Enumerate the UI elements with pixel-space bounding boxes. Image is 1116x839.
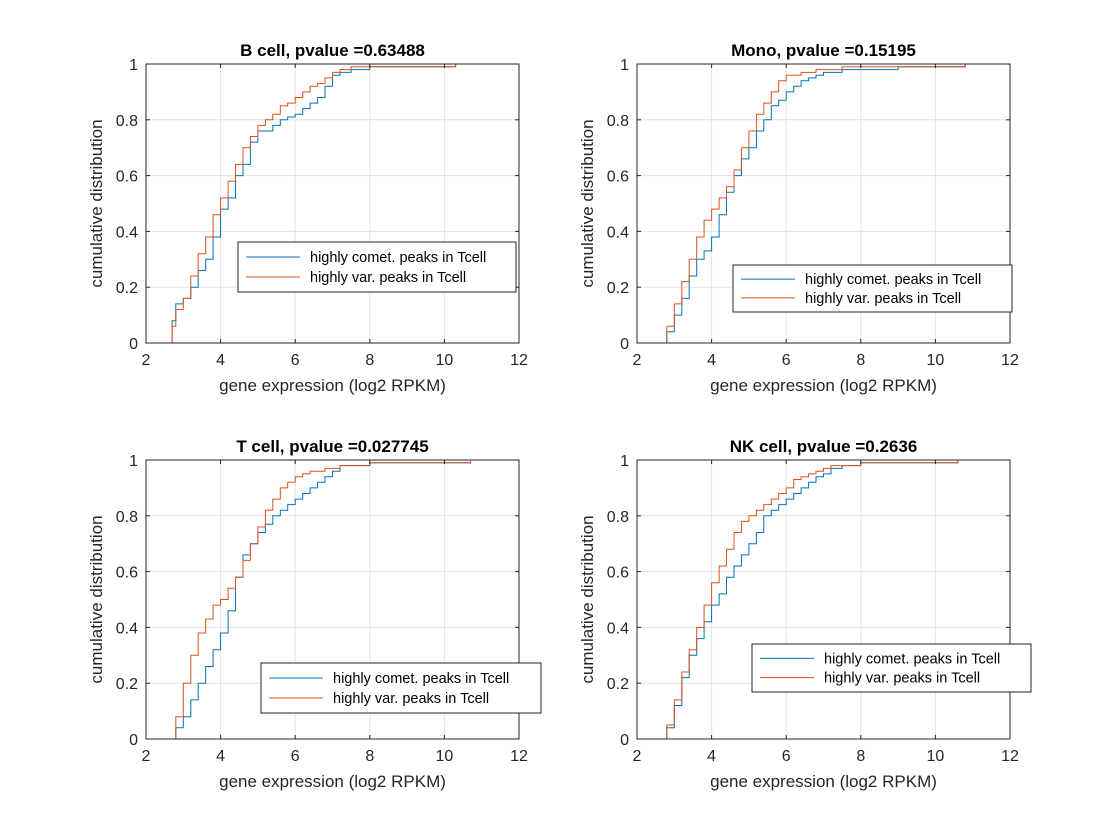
axes-box (636, 63, 1011, 344)
x-tick-label: 12 (510, 748, 528, 765)
x-tick-label: 10 (436, 352, 454, 369)
y-tick-label: 1 (129, 57, 138, 74)
y-tick-label: 0 (129, 732, 138, 749)
y-tick-label: 0.8 (607, 509, 629, 526)
legend-box (237, 241, 517, 293)
y-tick-label: 0.6 (607, 565, 629, 582)
legend-label: highly comet. peaks in Tcell (333, 671, 509, 687)
chart-title: NK cell, pvalue =0.2636 (730, 437, 918, 456)
series-line-comet-peaks (169, 64, 457, 344)
x-tick-label: 6 (291, 748, 300, 765)
y-tick-label: 1 (129, 453, 138, 470)
x-tick-label: 12 (510, 352, 528, 369)
series-line-var-peaks (169, 64, 457, 344)
x-tick-label: 10 (927, 748, 945, 765)
y-axis-label: cumulative distribution (87, 119, 106, 287)
x-tick-label: 10 (436, 748, 454, 765)
y-tick-label: 0.4 (607, 620, 629, 637)
y-tick-label: 0 (129, 336, 138, 353)
legend-label: highly var. peaks in Tcell (824, 671, 980, 687)
legend-label: highly var. peaks in Tcell (310, 270, 466, 286)
axes-box (636, 459, 1011, 740)
x-tick-label: 4 (216, 352, 225, 369)
x-tick-label: 8 (365, 352, 374, 369)
axes-box (145, 63, 520, 344)
y-axis-label: cumulative distribution (578, 515, 597, 683)
x-tick-label: 6 (782, 748, 791, 765)
legend-label: highly var. peaks in Tcell (805, 291, 961, 307)
y-tick-label: 0.4 (116, 620, 138, 637)
subplot-4: 2 4 6 8 10 12 0 0.2 0.4 0.6 0.8 1 NK cell, pvalue =0… (578, 437, 1032, 791)
x-tick-label: 6 (291, 352, 300, 369)
y-tick-label: 1 (620, 453, 629, 470)
series-line-var-peaks (663, 460, 959, 740)
chart-title: B cell, pvalue =0.63488 (240, 41, 425, 60)
x-tick-label: 2 (142, 748, 151, 765)
legend-box (260, 662, 542, 714)
x-tick-label: 12 (1001, 748, 1019, 765)
legend: highly comet. peaks in Tcell highly var. … (237, 241, 517, 293)
series-line-var-peaks (168, 460, 471, 740)
y-tick-label: 0.2 (607, 676, 629, 693)
axes-box (145, 459, 520, 740)
series-line-comet-peaks (663, 460, 959, 740)
y-tick-label: 0.8 (607, 113, 629, 130)
y-tick-label: 0.6 (116, 169, 138, 186)
y-tick-label: 0.6 (607, 169, 629, 186)
x-tick-label: 4 (216, 748, 225, 765)
y-tick-label: 0.2 (607, 280, 629, 297)
x-tick-label: 8 (856, 352, 865, 369)
legend-label: highly comet. peaks in Tcell (824, 651, 1000, 667)
x-tick-label: 10 (927, 352, 945, 369)
y-axis-label: cumulative distribution (87, 515, 106, 683)
x-axis-label: gene expression (log2 RPKM) (710, 376, 937, 395)
chart-title: Mono, pvalue =0.15195 (731, 41, 916, 60)
legend-label: highly var. peaks in Tcell (333, 691, 489, 707)
x-tick-label: 12 (1001, 352, 1019, 369)
legend-label: highly comet. peaks in Tcell (310, 250, 486, 266)
subplot-3: 2 4 6 8 10 12 0 0.2 0.4 0.6 0.8 1 T cell, pvalue =0.… (87, 437, 542, 791)
y-tick-label: 1 (620, 57, 629, 74)
x-tick-label: 2 (633, 748, 642, 765)
x-tick-label: 2 (142, 352, 151, 369)
legend: highly comet. peaks in Tcell highly var. … (732, 264, 1013, 313)
legend: highly comet. peaks in Tcell highly var. … (751, 643, 1032, 693)
y-tick-label: 0.4 (607, 224, 629, 241)
x-axis-label: gene expression (log2 RPKM) (219, 772, 446, 791)
x-tick-label: 8 (365, 748, 374, 765)
legend: highly comet. peaks in Tcell highly var. … (260, 662, 542, 714)
plot-area (637, 460, 1010, 739)
plot-area (146, 64, 519, 343)
x-tick-label: 4 (707, 352, 716, 369)
y-tick-label: 0.2 (116, 676, 138, 693)
subplot-1: 2 4 6 8 10 12 0 0.2 0.4 0.6 0.8 1 B cell, pvalue =0.… (87, 41, 528, 395)
legend-label: highly comet. peaks in Tcell (805, 272, 981, 288)
y-tick-label: 0.2 (116, 280, 138, 297)
legend-box (732, 264, 1013, 313)
y-axis-label: cumulative distribution (578, 119, 597, 287)
legend-box (751, 643, 1032, 693)
y-tick-label: 0.8 (116, 113, 138, 130)
x-tick-label: 8 (856, 748, 865, 765)
subplot-2: 2 4 6 8 10 12 0 0.2 0.4 0.6 0.8 1 Mono, pvalue =0.15… (578, 41, 1019, 395)
x-tick-label: 2 (633, 352, 642, 369)
x-axis-label: gene expression (log2 RPKM) (219, 376, 446, 395)
chart-title: T cell, pvalue =0.027745 (236, 437, 428, 456)
x-tick-label: 4 (707, 748, 716, 765)
y-tick-label: 0.8 (116, 509, 138, 526)
x-axis-label: gene expression (log2 RPKM) (710, 772, 937, 791)
y-tick-label: 0 (620, 732, 629, 749)
y-tick-label: 0 (620, 336, 629, 353)
x-tick-label: 6 (782, 352, 791, 369)
y-tick-label: 0.4 (116, 224, 138, 241)
series-line-var-peaks (659, 64, 966, 344)
y-tick-label: 0.6 (116, 565, 138, 582)
